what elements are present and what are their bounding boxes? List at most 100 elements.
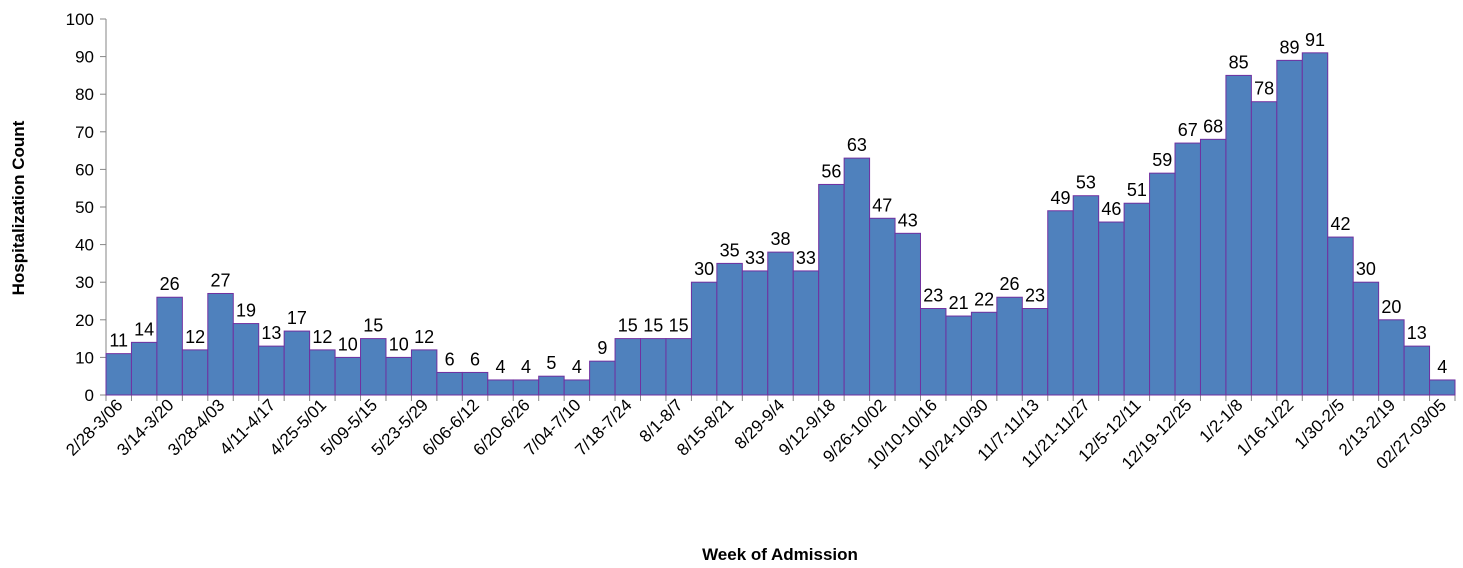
bar-value-label: 5 [546, 353, 556, 373]
bar [1327, 236, 1354, 396]
bar-value-label: 85 [1229, 52, 1249, 72]
bar-value-label: 27 [211, 270, 231, 290]
y-tick-label: 10 [75, 348, 94, 367]
bar-value-label: 68 [1203, 116, 1223, 136]
bar-value-label: 42 [1330, 214, 1350, 234]
bar-value-label: 89 [1280, 37, 1300, 57]
bar-value-label: 78 [1254, 79, 1274, 99]
bar-value-label: 21 [949, 293, 969, 313]
x-tick-label: 1/16-1/22 [1233, 395, 1297, 459]
bar-value-label: 56 [821, 161, 841, 181]
bar-value-label: 10 [389, 334, 409, 354]
bar [385, 356, 412, 396]
bar [1301, 52, 1329, 396]
bar [818, 183, 845, 396]
bar [1378, 319, 1405, 396]
bar [1123, 202, 1151, 396]
x-tick-label: 3/28-4/03 [164, 395, 228, 459]
bar [207, 292, 234, 396]
bar-value-label: 13 [261, 323, 281, 343]
bar-value-label: 19 [236, 301, 256, 321]
bar-value-label: 26 [160, 274, 180, 294]
bar-value-label: 33 [745, 248, 765, 268]
bar-value-label: 15 [669, 316, 689, 336]
bar [767, 251, 794, 396]
x-tick-label: 8/1-8/7 [636, 395, 687, 446]
bar [283, 330, 311, 396]
bar [614, 338, 642, 396]
bar [538, 375, 565, 396]
bar-value-label: 4 [1437, 357, 1447, 377]
bar [640, 338, 667, 396]
bar [156, 296, 183, 396]
bar [436, 371, 463, 396]
bar-value-label: 4 [521, 357, 531, 377]
bar-value-label: 23 [923, 286, 943, 306]
bar [945, 315, 972, 396]
bar-value-label: 26 [1000, 274, 1020, 294]
bar-value-label: 63 [847, 135, 867, 155]
bar [716, 262, 743, 396]
bar-value-label: 51 [1127, 180, 1147, 200]
bar-value-label: 91 [1305, 30, 1325, 50]
x-tick-label: 7/18-7/24 [571, 395, 635, 459]
bar-value-label: 43 [898, 210, 918, 230]
bar-value-label: 47 [872, 195, 892, 215]
bar-value-label: 38 [770, 229, 790, 249]
bar [258, 345, 285, 396]
bars [105, 52, 1456, 396]
bar [1174, 142, 1201, 396]
bar [741, 270, 769, 396]
bar-value-label: 20 [1381, 297, 1401, 317]
bar-value-label: 15 [643, 316, 663, 336]
bar [1098, 221, 1125, 396]
y-tick-label: 90 [75, 48, 94, 67]
bar-value-label: 15 [618, 316, 638, 336]
y-tick-label: 20 [75, 311, 94, 330]
bar [1250, 101, 1278, 396]
bar-value-label: 11 [109, 331, 128, 351]
x-axis: 2/28-3/063/14-3/203/28-4/034/11-4/174/25… [62, 394, 1456, 473]
y-tick-label: 40 [75, 236, 94, 255]
bar-value-label: 14 [134, 319, 154, 339]
bar [1047, 210, 1074, 396]
bar [563, 379, 591, 396]
bar-value-label: 12 [185, 327, 205, 347]
bar [181, 349, 209, 396]
bar [360, 338, 387, 396]
bar [665, 338, 692, 396]
bar [334, 356, 362, 396]
bar [1352, 281, 1380, 396]
bar [1225, 74, 1252, 396]
bar-value-label: 35 [720, 240, 740, 260]
bar [1199, 138, 1227, 396]
bar [1021, 308, 1049, 396]
bar-value-label: 13 [1407, 323, 1427, 343]
bar [869, 217, 896, 396]
bar [792, 270, 820, 396]
bar-value-label: 33 [796, 248, 816, 268]
bar [919, 308, 947, 396]
bar-value-label: 6 [470, 349, 480, 369]
y-tick-label: 30 [75, 273, 94, 292]
bar [1149, 172, 1176, 396]
bar [1403, 345, 1431, 396]
bar-value-label: 46 [1101, 199, 1121, 219]
bar-value-label: 49 [1050, 188, 1070, 208]
bar [843, 157, 871, 396]
bar [130, 341, 158, 396]
y-tick-label: 70 [75, 123, 94, 142]
bar [1072, 195, 1100, 396]
bar-value-label: 9 [597, 338, 607, 358]
bar [996, 296, 1023, 396]
bar [309, 349, 336, 396]
y-tick-label: 0 [85, 386, 94, 405]
bar-value-label: 53 [1076, 173, 1096, 193]
bar-value-label: 6 [445, 349, 455, 369]
bar-value-label: 12 [414, 327, 434, 347]
bar [894, 232, 921, 396]
bar-value-label: 10 [338, 334, 358, 354]
y-tick-label: 80 [75, 85, 94, 104]
